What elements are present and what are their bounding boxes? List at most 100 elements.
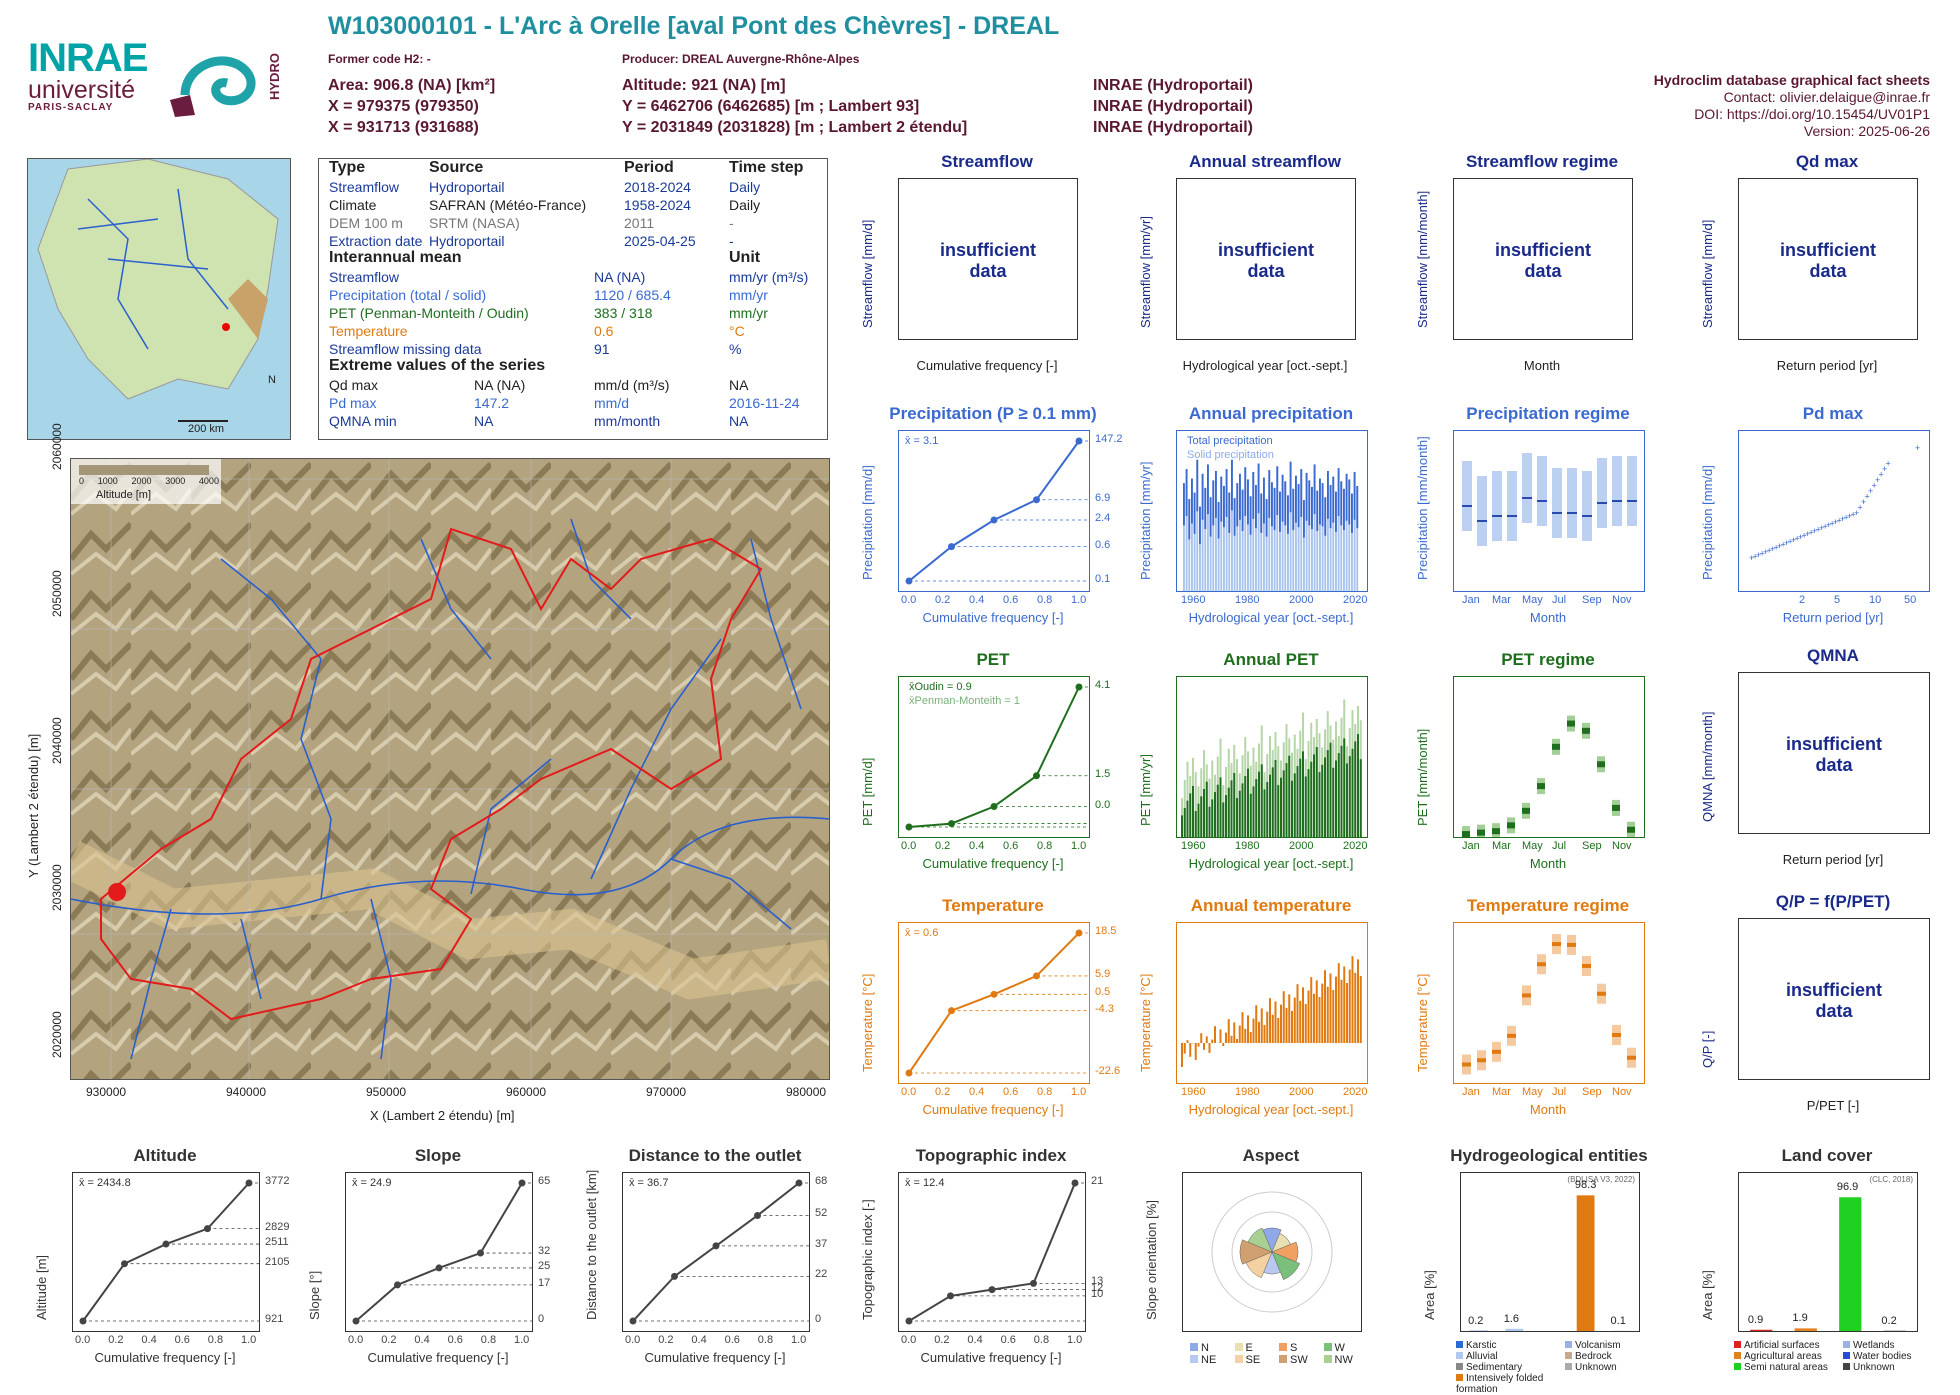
regime-box bbox=[1552, 468, 1562, 538]
ext-cell: NA bbox=[729, 413, 748, 429]
regime-median bbox=[1627, 827, 1635, 833]
bar-solid bbox=[1356, 486, 1358, 528]
x-tick: 2020 bbox=[1343, 594, 1367, 606]
bar-temp bbox=[1349, 970, 1351, 1043]
chart-svg bbox=[1454, 923, 1644, 1083]
mean-cell: °C bbox=[729, 323, 745, 339]
legend-swatch bbox=[1190, 1355, 1198, 1363]
regime-median bbox=[1477, 830, 1485, 836]
chart-ylabel: Q/P [-] bbox=[1700, 1031, 1715, 1068]
bar-solid bbox=[1324, 497, 1326, 535]
quantile-label: 32 bbox=[538, 1245, 550, 1257]
x93: X = 979375 (979350) bbox=[328, 96, 479, 117]
pdmax-point: + bbox=[1915, 443, 1920, 453]
bar-pet-oudin bbox=[1349, 756, 1351, 837]
x-tick: 0.4 bbox=[141, 1334, 156, 1346]
legend-swatch bbox=[1324, 1355, 1332, 1363]
chart-title: Streamflow bbox=[878, 152, 1096, 172]
regime-box bbox=[1597, 458, 1607, 528]
bar-solid bbox=[1290, 462, 1292, 513]
quantile-label: 5.9 bbox=[1095, 968, 1110, 980]
chart-title: Precipitation regime bbox=[1433, 404, 1663, 424]
legend-label: SW bbox=[1290, 1354, 1308, 1366]
chart-svg bbox=[346, 1173, 532, 1331]
quantile-label: 18.5 bbox=[1095, 925, 1116, 937]
x-tick: 2000 bbox=[1289, 1086, 1313, 1098]
legend-label: Bedrock bbox=[1575, 1351, 1612, 1362]
bar-solid bbox=[1271, 482, 1273, 526]
chart-title: Qd max bbox=[1718, 152, 1936, 172]
bar-solid bbox=[1183, 483, 1185, 525]
bar-solid bbox=[1218, 502, 1220, 539]
bar-pet-oudin bbox=[1338, 753, 1340, 837]
quantile-label: 6.9 bbox=[1095, 492, 1110, 504]
bar-legend-item: Karstic bbox=[1456, 1340, 1565, 1351]
chart-xlabel: Cumulative frequency [-] bbox=[898, 1350, 1084, 1365]
insufficient-line: data bbox=[1739, 755, 1929, 776]
x-tick: 5 bbox=[1834, 594, 1840, 606]
bar-temp bbox=[1288, 994, 1290, 1043]
chart-xlabel: Hydrological year [oct.-sept.] bbox=[1176, 358, 1354, 373]
x-tick: 2 bbox=[1799, 594, 1805, 606]
ext-cell: NA bbox=[729, 377, 748, 393]
bar-temp bbox=[1195, 1043, 1197, 1060]
regime-median bbox=[1627, 1056, 1636, 1060]
chart-svg: ++++++++++++++++++++++++++++++++++++++++… bbox=[1739, 431, 1929, 591]
bar-legend-item: Wetlands bbox=[1843, 1340, 1952, 1351]
bar-solid bbox=[1327, 471, 1329, 519]
bar-legend-item: Bedrock bbox=[1565, 1351, 1674, 1362]
regime-median bbox=[1612, 1033, 1621, 1037]
bar-label: 0.1 bbox=[1611, 1315, 1626, 1327]
bar-label: 96.9 bbox=[1837, 1181, 1858, 1193]
hydro-text: HYDRO bbox=[267, 53, 282, 100]
bar-solid bbox=[1308, 480, 1310, 525]
bar-temp bbox=[1360, 976, 1362, 1043]
bar-solid bbox=[1210, 497, 1212, 536]
map-xtick: 940000 bbox=[226, 1085, 266, 1099]
regime-box bbox=[1477, 476, 1487, 546]
chart-xlabel: Cumulative frequency [-] bbox=[898, 856, 1088, 871]
aspect-legend-item: SE bbox=[1235, 1354, 1280, 1366]
x-tick: 10 bbox=[1869, 594, 1881, 606]
bar-pet-oudin bbox=[1192, 786, 1194, 837]
legend-label: E bbox=[1246, 1342, 1253, 1354]
legend-label: Unknown bbox=[1853, 1362, 1895, 1373]
x-tick: 2000 bbox=[1289, 840, 1313, 852]
x-tick: Nov bbox=[1612, 594, 1632, 606]
bar-solid bbox=[1284, 481, 1286, 525]
bar-pet-oudin bbox=[1195, 811, 1197, 837]
bar-legend-item: Volcanism bbox=[1565, 1340, 1674, 1351]
insufficient-line: data bbox=[1739, 1001, 1929, 1022]
mean-label: x̄ = 2434.8 bbox=[79, 1177, 131, 1189]
bar-solid bbox=[1255, 485, 1257, 528]
bar bbox=[1506, 1329, 1524, 1331]
insufficient-line: insufficient bbox=[1739, 734, 1929, 755]
h-interannual: Interannual mean bbox=[329, 249, 461, 267]
insufficient-line: insufficient bbox=[1454, 240, 1632, 261]
pet-legend-oudin: x̄Oudin = 0.9 bbox=[909, 681, 972, 693]
bar-temp bbox=[1253, 1019, 1255, 1043]
bar-temp bbox=[1203, 1043, 1205, 1050]
x-tick: 0.2 bbox=[935, 840, 950, 852]
x-tick: Jul bbox=[1552, 1086, 1566, 1098]
x-tick: 0.6 bbox=[1003, 840, 1018, 852]
info-cell: 2018-2024 bbox=[624, 179, 691, 195]
mean-cell: 1120 / 685.4 bbox=[594, 287, 671, 303]
x-tick: 1960 bbox=[1181, 1086, 1205, 1098]
bar-pet-oudin bbox=[1335, 760, 1337, 837]
bar-temp bbox=[1233, 1022, 1235, 1043]
bar-pet-oudin bbox=[1206, 782, 1208, 837]
bar-solid bbox=[1236, 483, 1238, 526]
legend-tick: 2000 bbox=[131, 476, 151, 486]
chart-svg bbox=[1454, 677, 1644, 837]
chart-ylabel: Streamflow [mm/d] bbox=[1700, 220, 1715, 328]
map-xlabel: X (Lambert 2 étendu) [m] bbox=[370, 1108, 515, 1123]
chart-ylabel: Distance to the outlet [km] bbox=[584, 1170, 599, 1320]
x-tick: Nov bbox=[1612, 1086, 1632, 1098]
chart-ylabel: Streamflow [mm/d] bbox=[860, 220, 875, 328]
